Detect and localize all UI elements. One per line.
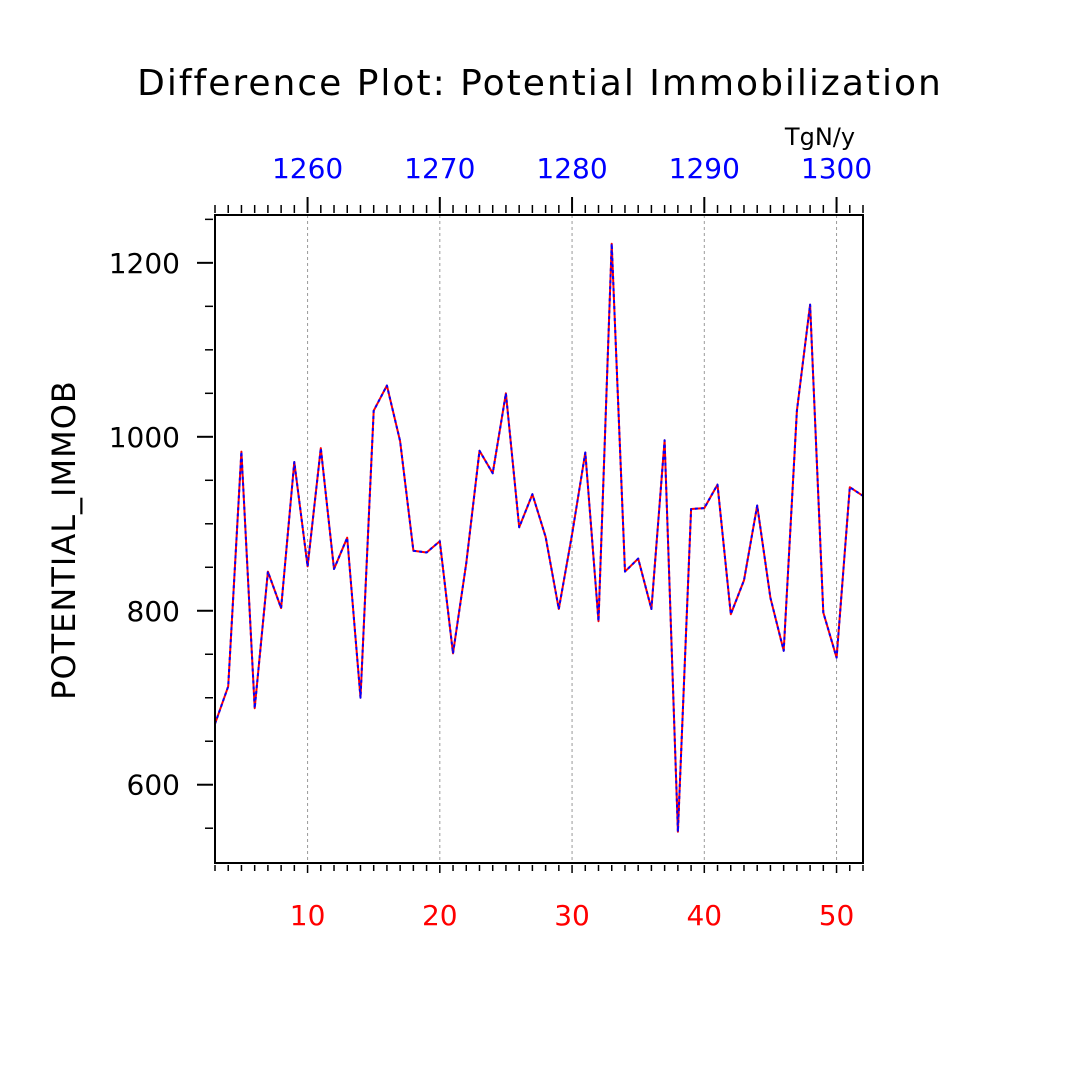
x-tick-label: 50: [819, 899, 855, 932]
y-tick-label: 1000: [109, 421, 180, 454]
series-line: [214, 242, 864, 833]
x-tick-label: 30: [554, 899, 590, 932]
series-group: [214, 242, 864, 833]
units-label: TgN/y: [784, 123, 855, 151]
series-line: [214, 242, 864, 833]
x-tick-label: 10: [290, 899, 326, 932]
x-tick-label: 20: [422, 899, 458, 932]
y-tick-label: 800: [127, 595, 180, 628]
top-x-tick-label: 1280: [536, 152, 607, 185]
top-x-tick-label: 1290: [669, 152, 740, 185]
top-x-tick-label: 1260: [272, 152, 343, 185]
chart-title: Difference Plot: Potential Immobilizatio…: [137, 63, 943, 104]
x-tick-label: 40: [686, 899, 722, 932]
tick-labels: 10 20 30 40 50 1260 1270 1280 1290 1300 600 800 1000…: [109, 152, 872, 932]
top-x-tick-label: 1300: [801, 152, 872, 185]
y-tick-label: 1200: [109, 247, 180, 280]
y-axis-label: POTENTIAL_IMMOB: [45, 380, 83, 700]
y-tick-label: 600: [127, 769, 180, 802]
axis-ticks: [197, 197, 864, 873]
plot-frame: [214, 214, 864, 864]
top-x-tick-label: 1270: [404, 152, 475, 185]
